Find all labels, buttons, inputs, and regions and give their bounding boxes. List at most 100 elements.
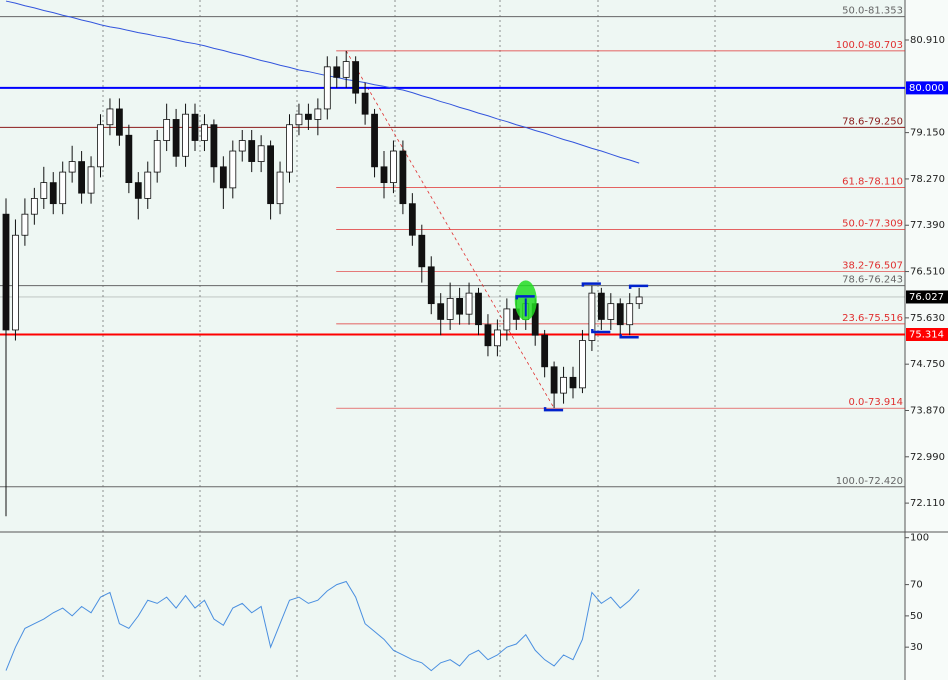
- candle-body: [371, 113, 378, 168]
- candle-body: [579, 340, 586, 389]
- candle-body: [257, 145, 265, 162]
- candle-body: [607, 303, 615, 320]
- candle-body: [163, 119, 171, 141]
- level-label: 50.0-81.353: [842, 6, 903, 17]
- candle-body: [210, 124, 218, 168]
- candle-body: [276, 171, 284, 205]
- level-label: 78.6-76.243: [842, 275, 903, 286]
- candle-body: [59, 171, 67, 205]
- candle-body: [342, 61, 350, 78]
- candle-body: [550, 366, 558, 394]
- plot-background: [0, 0, 905, 680]
- pivot-marker: [581, 282, 601, 287]
- price-tag-box: [906, 81, 948, 95]
- candle-body: [87, 166, 95, 194]
- y-tick-label: 100: [910, 533, 929, 544]
- candle-body: [390, 150, 397, 184]
- candle-body: [295, 113, 303, 126]
- y-tick-label: 79.150: [910, 128, 945, 139]
- candle-body: [626, 303, 634, 326]
- pivot-marker: [628, 284, 649, 289]
- candle-body: [380, 166, 388, 184]
- candle-body: [172, 119, 180, 157]
- candle-body: [616, 303, 624, 326]
- fib-label: 50.0-77.309: [842, 219, 903, 230]
- y-tick-label: 50: [910, 611, 923, 622]
- y-tick-label: 78.270: [910, 174, 945, 185]
- candle-body: [635, 296, 643, 305]
- candle-body: [418, 234, 426, 268]
- candle-body: [68, 161, 76, 173]
- price-tag-label: 76.027: [909, 292, 944, 303]
- fib-trend: [345, 50, 555, 409]
- candle-body: [97, 124, 104, 168]
- candle-body: [446, 297, 454, 320]
- rsi-line: [5, 580, 640, 672]
- candle-body: [134, 182, 142, 199]
- candle-body: [286, 124, 293, 173]
- y-tick-label: 72.110: [910, 498, 945, 509]
- candle-body: [314, 108, 322, 120]
- price-tag-box: [906, 327, 948, 341]
- candle-body: [361, 92, 369, 115]
- candle-body: [267, 145, 275, 205]
- candle-body: [588, 292, 596, 341]
- price-tag-label: 75.314: [909, 329, 944, 340]
- price-tag-box: [906, 290, 948, 304]
- y-tick-label: 75.630: [910, 313, 945, 324]
- candle-body: [106, 108, 114, 126]
- y-tick-label: 73.870: [910, 405, 945, 416]
- candle-body: [541, 334, 549, 368]
- level-label: 100.0-72.420: [836, 476, 903, 487]
- candle-body: [116, 108, 123, 136]
- candle-body: [560, 376, 567, 394]
- candle-body: [191, 113, 199, 141]
- candle-body: [125, 134, 133, 184]
- fib-label: 61.8-78.110: [842, 176, 903, 187]
- candle-body: [437, 303, 445, 320]
- pivot-marker: [619, 334, 639, 339]
- candle-body: [456, 297, 464, 315]
- candle-body: [40, 182, 48, 199]
- candle-body: [30, 198, 38, 215]
- fib-label: 0.0-73.914: [848, 397, 903, 408]
- candle-body: [427, 266, 435, 305]
- candle-body: [78, 161, 85, 194]
- moving-average: [5, 0, 640, 164]
- pivot-marker: [543, 407, 564, 412]
- candle-body: [408, 203, 416, 236]
- candle-body: [484, 324, 492, 347]
- candle-body: [475, 292, 482, 326]
- y-tick-label: 80.910: [910, 35, 945, 46]
- candle-body: [503, 308, 511, 331]
- candle-body: [21, 213, 29, 236]
- y-tick-label: 72.990: [910, 452, 945, 463]
- fib-label: 100.0-80.703: [836, 40, 903, 51]
- candle-body: [399, 150, 407, 205]
- y-tick-label: 70: [910, 580, 923, 591]
- candle-body: [323, 66, 331, 110]
- price-tag-label: 80.000: [909, 83, 944, 94]
- y-tick-label: 76.510: [910, 267, 945, 278]
- pivot-marker: [591, 328, 611, 334]
- y-tick-label: 77.390: [910, 220, 945, 231]
- y-tick-label: 74.750: [910, 359, 945, 370]
- candle-body: [229, 150, 237, 189]
- candle-body: [238, 140, 246, 152]
- candle-body: [304, 113, 312, 120]
- candle-body: [201, 124, 208, 141]
- fib-label: 38.2-76.507: [842, 261, 903, 272]
- candle-body: [49, 182, 57, 205]
- candle-body: [182, 113, 189, 157]
- candle-body: [153, 140, 161, 173]
- candle-body: [465, 292, 473, 315]
- fib-label: 23.6-75.516: [842, 313, 903, 324]
- candle-body: [597, 292, 605, 320]
- candle-body: [12, 234, 19, 331]
- candle-body: [352, 61, 360, 94]
- candle-body: [219, 166, 227, 189]
- candle-body: [248, 140, 256, 162]
- pivot-marker: [515, 295, 535, 300]
- level-label: 78.6-79.250: [842, 116, 903, 127]
